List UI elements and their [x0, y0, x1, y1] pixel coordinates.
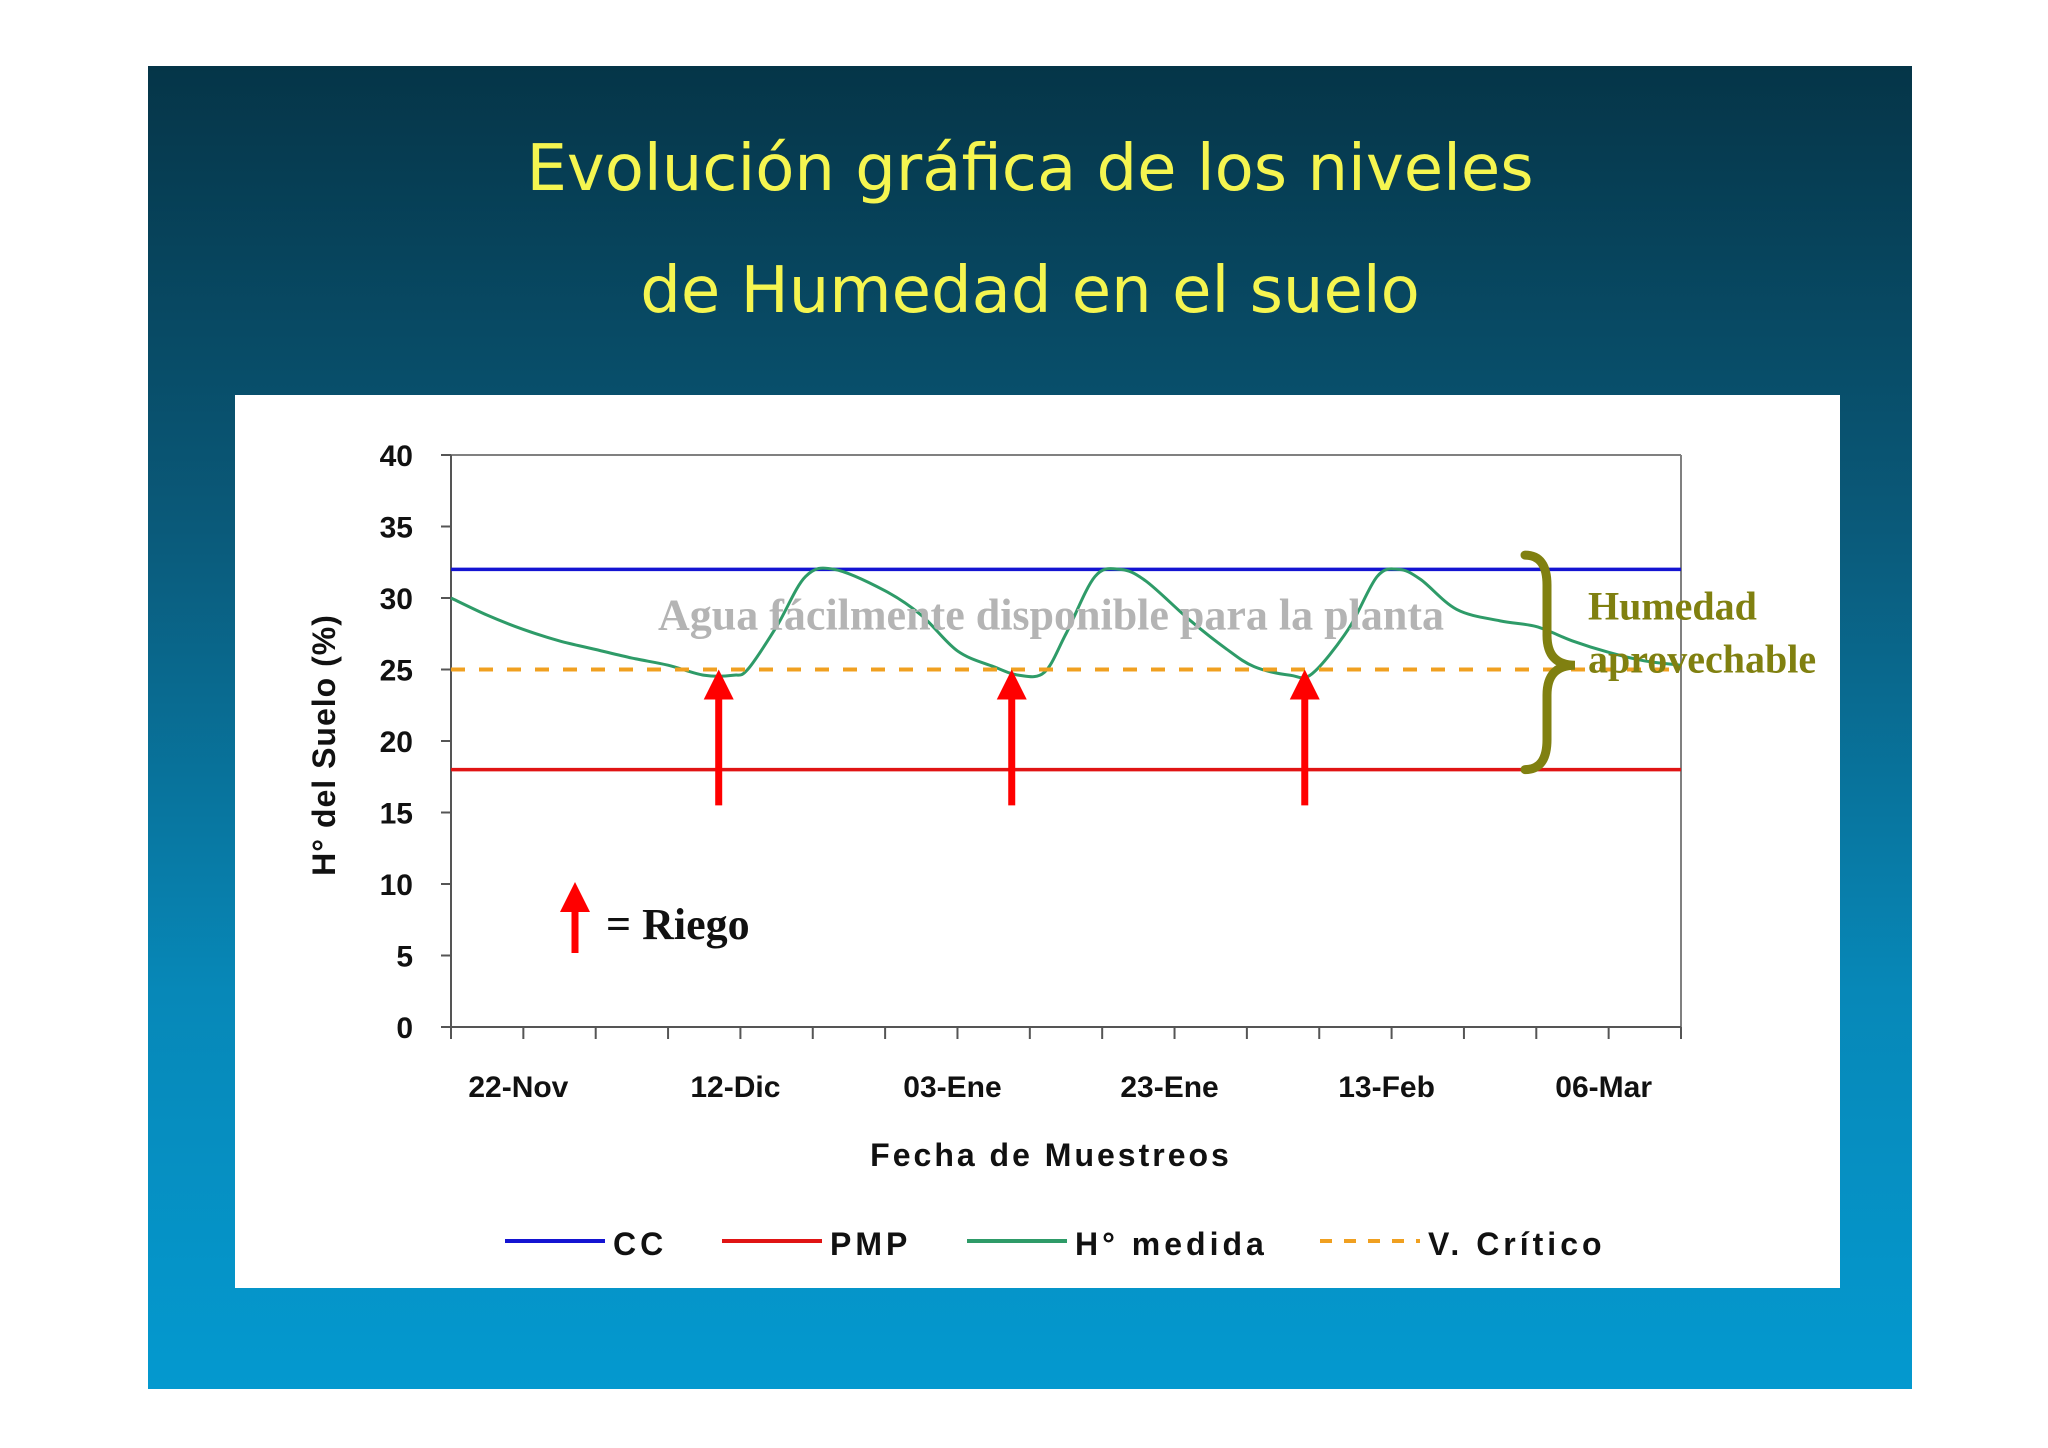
x-tick-label: 03-Ene: [903, 1071, 1001, 1104]
x-axis-title: Fecha de Muestreos: [870, 1137, 1232, 1173]
legend-label: CC: [613, 1226, 667, 1262]
x-tick-label: 13-Feb: [1338, 1071, 1435, 1104]
y-tick-label: 10: [380, 869, 413, 902]
y-tick-label: 25: [380, 655, 413, 688]
legend-label: PMP: [830, 1226, 911, 1262]
slide-title-line1: Evolución gráfica de los niveles: [526, 132, 1534, 206]
riego-arrow-head: [1289, 669, 1320, 700]
plot-area: 0 5 10 15 20 25 30 35 40 22-Nov 12-Dic 03-Ene 23-Ene…: [380, 440, 1682, 1104]
chart-panel: 0 5 10 15 20 25 30 35 40 22-Nov 12-Dic 03-Ene 23-Ene…: [235, 395, 1840, 1288]
riego-legend-arrow-head: [560, 882, 590, 912]
riego-legend-label: = Riego: [606, 900, 750, 949]
legend-label: H° medida: [1075, 1226, 1268, 1262]
y-tick-label: 20: [380, 726, 413, 759]
zone-label: Agua fácilmente disponible para la plant…: [658, 590, 1444, 639]
y-tick-label: 40: [380, 440, 413, 473]
x-tick-label: 12-Dic: [690, 1071, 780, 1104]
y-tick-label: 35: [380, 512, 413, 545]
x-tick-label: 23-Ene: [1120, 1071, 1218, 1104]
y-tick-label: 0: [396, 1012, 413, 1045]
brace-label-line1: Humedad: [1588, 583, 1757, 628]
riego-arrow-head: [703, 669, 734, 700]
x-tick-label: 06-Mar: [1555, 1071, 1652, 1104]
annotations: Agua fácilmente disponible para la plant…: [560, 550, 1816, 953]
humedad-brace: [1520, 550, 1576, 775]
moisture-chart: 0 5 10 15 20 25 30 35 40 22-Nov 12-Dic 03-Ene 23-Ene…: [306, 440, 1816, 1262]
x-tick-label: 22-Nov: [468, 1071, 568, 1104]
y-tick-label: 15: [380, 798, 413, 831]
riego-arrow-head: [996, 669, 1027, 700]
slide-title-line2: de Humedad en el suelo: [640, 254, 1420, 328]
legend-label: V. Crítico: [1428, 1226, 1606, 1262]
y-axis-title: H° del Suelo (%): [306, 614, 342, 876]
legend: CC PMP H° medida V. Crítico: [505, 1226, 1606, 1262]
y-tick-label: 30: [380, 583, 413, 616]
y-tick-label: 5: [396, 941, 413, 974]
brace-label-line2: aprovechable: [1588, 636, 1816, 681]
